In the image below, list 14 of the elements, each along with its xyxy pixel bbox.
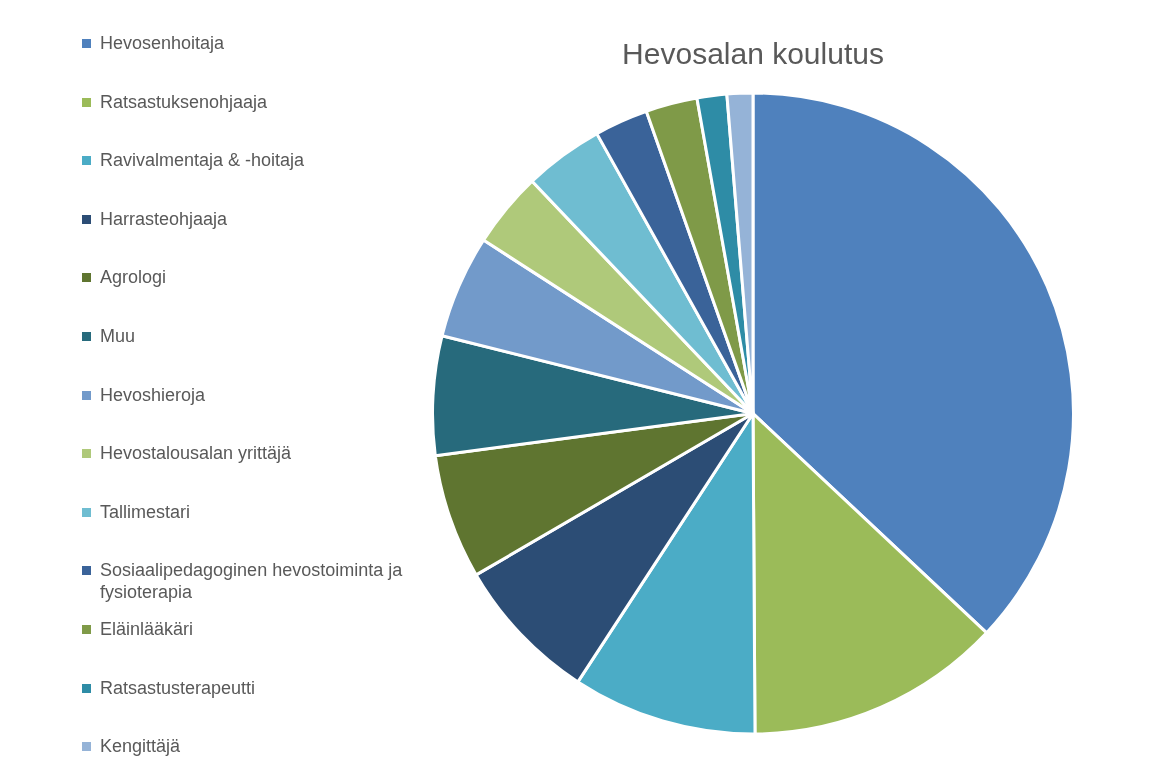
legend-label: Eläinlääkäri: [100, 617, 194, 640]
legend-label: Agrologi: [100, 266, 167, 289]
legend-label: Tallimestari: [100, 500, 191, 523]
legend-label: Sosiaalipedagoginen hevostoiminta ja fysioterapia: [100, 559, 404, 604]
legend-label: Muu: [100, 324, 136, 347]
legend-label: Ratsastuksenohjaaja: [100, 90, 268, 113]
legend-label: Kengittäjä: [100, 735, 181, 758]
legend-label: Harrasteohjaaja: [100, 207, 228, 230]
chart-title: Hevosalan koulutus: [622, 37, 884, 71]
legend-label: Ratsastusterapeutti: [100, 676, 256, 699]
legend-label: Hevoshieroja: [100, 383, 206, 406]
legend-label: Hevostalousalan yrittäjä: [100, 442, 292, 465]
legend-label: Ravivalmentaja & -hoitaja: [100, 149, 305, 172]
legend-label: Hevosenhoitaja: [100, 32, 225, 54]
